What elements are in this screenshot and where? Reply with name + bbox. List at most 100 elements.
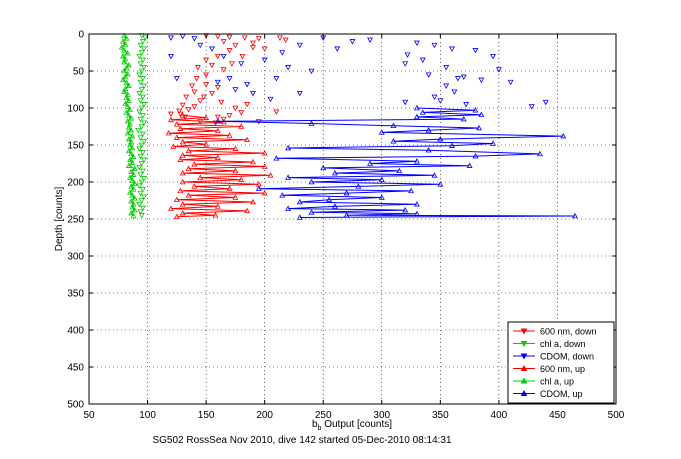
- data-point: [249, 90, 256, 97]
- data-point: [572, 212, 578, 219]
- data-point: [255, 36, 262, 42]
- data-point: [244, 136, 251, 143]
- series-line: [168, 114, 271, 218]
- data-point: [476, 124, 482, 131]
- data-point: [226, 76, 233, 82]
- data-point: [308, 68, 315, 75]
- y-tick-label: 200: [67, 178, 84, 189]
- data-point: [282, 37, 289, 44]
- ticks: 50 100 150 200 250 300 350 400 450 500 0 50 100 150 20…: [67, 30, 624, 422]
- data-point: [326, 196, 333, 203]
- data-point: [267, 172, 274, 178]
- data-point: [495, 67, 502, 73]
- data-point: [197, 98, 204, 104]
- data-point: [124, 130, 131, 136]
- data-point: [226, 113, 233, 119]
- data-point: [378, 176, 385, 183]
- data-point: [136, 90, 143, 97]
- data-point: [285, 65, 292, 71]
- data-point: [141, 83, 148, 89]
- data-point: [131, 180, 138, 186]
- series-group: [167, 33, 289, 126]
- data-point: [228, 61, 235, 67]
- data-point: [478, 77, 485, 84]
- data-point: [130, 186, 137, 192]
- data-point: [139, 113, 146, 119]
- data-point: [390, 138, 397, 144]
- data-point: [472, 152, 479, 159]
- data-point: [121, 47, 128, 53]
- data-point: [123, 109, 130, 115]
- data-point: [308, 120, 315, 126]
- figure-caption: SG502 RossSea Nov 2010, dive 142 started…: [152, 435, 452, 446]
- legend-marker: [520, 328, 528, 335]
- data-point: [261, 163, 268, 169]
- data-point: [177, 111, 184, 118]
- data-point: [203, 82, 210, 88]
- data-point: [167, 205, 174, 211]
- data-point: [197, 42, 204, 49]
- legend-box: [507, 321, 615, 404]
- data-point: [214, 53, 221, 60]
- data-point: [137, 172, 144, 178]
- data-point: [124, 103, 131, 109]
- data-point: [431, 94, 438, 101]
- data-point: [125, 61, 132, 68]
- data-point: [125, 162, 132, 168]
- data-point: [138, 142, 145, 149]
- x-tick-label: 100: [139, 410, 156, 421]
- data-point: [203, 141, 210, 147]
- data-point: [390, 122, 397, 128]
- data-point: [367, 160, 374, 166]
- legend-marker: [520, 389, 528, 396]
- data-point: [218, 99, 225, 106]
- legend-marker: [520, 341, 528, 348]
- data-point: [141, 194, 148, 200]
- legend-marker: [520, 364, 528, 371]
- legend-label: chl a, down: [540, 339, 586, 349]
- series-group: [214, 104, 578, 220]
- x-tick-label: 150: [198, 410, 215, 421]
- data-point: [138, 124, 145, 130]
- y-tick-label: 300: [67, 252, 84, 263]
- data-point: [127, 189, 133, 195]
- legend-marker: [520, 353, 528, 360]
- data-point: [285, 144, 292, 151]
- data-point: [208, 90, 215, 97]
- data-point: [507, 79, 514, 86]
- data-point: [212, 212, 219, 218]
- data-point: [130, 153, 137, 160]
- data-point: [122, 56, 129, 62]
- data-point: [173, 213, 180, 220]
- data-point: [191, 36, 198, 42]
- data-point: [191, 161, 198, 167]
- data-point: [214, 203, 221, 209]
- data-point: [124, 70, 131, 77]
- data-point: [249, 158, 256, 165]
- data-point: [129, 177, 136, 183]
- data-point: [129, 204, 136, 210]
- data-point: [413, 40, 420, 47]
- data-point: [331, 203, 338, 209]
- data-point: [261, 57, 268, 64]
- data-point: [129, 192, 136, 198]
- data-point: [183, 94, 190, 101]
- data-point: [141, 176, 148, 182]
- data-point: [214, 154, 221, 160]
- data-point: [125, 135, 132, 142]
- x-axis-label-sub: b: [318, 425, 322, 432]
- data-point: [121, 67, 128, 74]
- data-point: [118, 44, 125, 50]
- data-point: [136, 183, 143, 189]
- data-point: [402, 61, 409, 67]
- data-point: [119, 76, 126, 83]
- data-point: [139, 205, 146, 212]
- data-point: [179, 178, 186, 185]
- data-point: [136, 146, 143, 152]
- data-point: [139, 94, 146, 101]
- data-point: [138, 87, 145, 93]
- x-tick-label: 500: [608, 410, 625, 421]
- data-point: [122, 41, 129, 47]
- data-point: [214, 118, 221, 124]
